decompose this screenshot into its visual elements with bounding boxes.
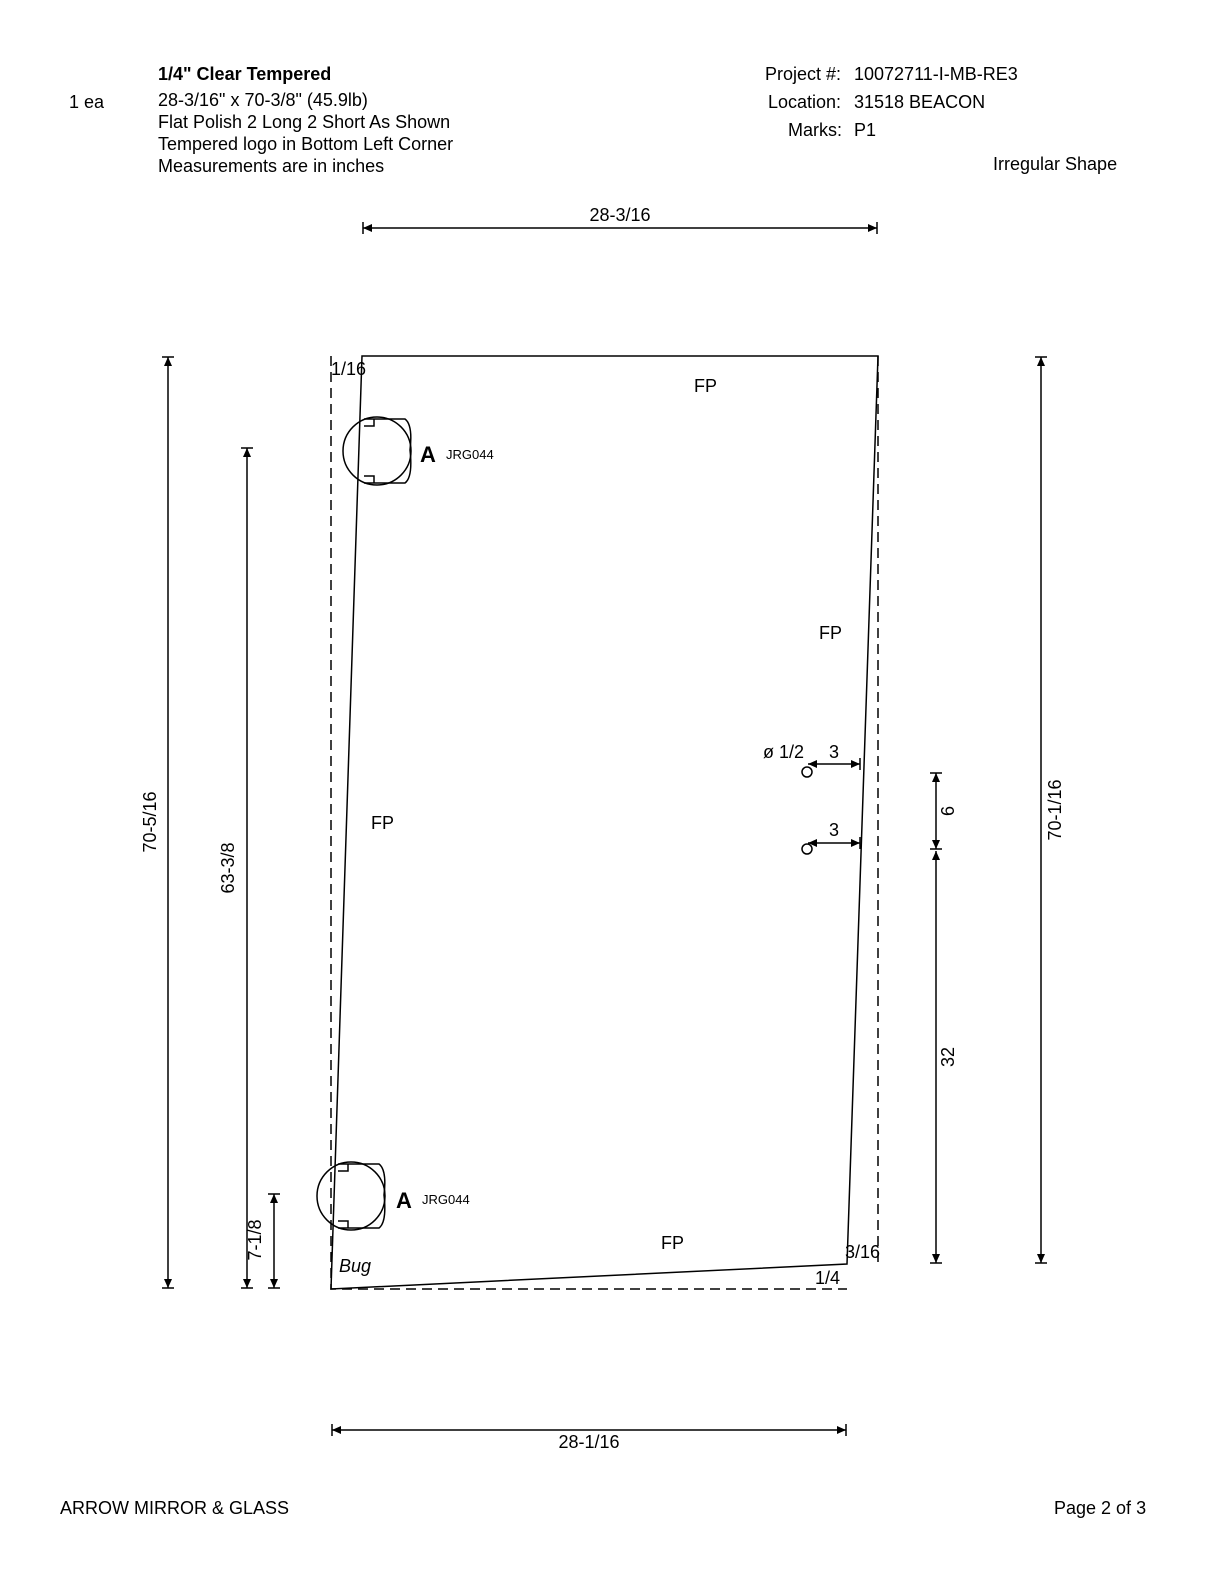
left-height-label: 70-5/16 [140,791,160,852]
hinge-bottom-circle [316,1161,386,1231]
top-left-offset-label: 1/16 [331,359,366,379]
hinge-top-cutout [364,418,412,484]
hole2-offset-label: 3 [829,820,839,840]
polish-line: Flat Polish 2 Long 2 Short As Shown [158,112,451,132]
glass-outline [330,355,879,1290]
hinge-top-circle [342,416,412,486]
hole1-offset-label: 3 [829,742,839,762]
hinge-bottom-code: JRG044 [422,1192,470,1207]
location-value: 31518 BEACON [854,92,986,112]
units-line: Measurements are in inches [158,156,385,176]
location-label: Location: [768,92,842,112]
project-label: Project #: [765,64,842,84]
edge-bottom-label: FP [661,1233,684,1253]
hole-diameter-label: ø 1/2 [763,742,804,762]
hinge-top-mark: A [420,442,436,467]
hinge-top-code: JRG044 [446,447,494,462]
hinge-span-label: 63-3/8 [218,842,238,893]
hinge-bottom-mark: A [396,1188,412,1213]
hole-spacing-label: 6 [938,806,958,816]
page-number: Page 2 of 3 [1054,1498,1147,1518]
logo-label: Bug [339,1256,371,1276]
marks-label: Marks: [788,120,842,140]
hinge-bottom-cutout [338,1163,386,1229]
quantity: 1 ea [69,92,105,112]
bottom-right-offset-v-label: 3/16 [845,1242,880,1262]
top-width-label: 28-3/16 [589,205,650,225]
bottom-hinge-label: 7-1/8 [245,1219,265,1260]
bounding-box [330,356,847,1290]
right-height-label: 70-1/16 [1045,779,1065,840]
logo-line: Tempered logo in Bottom Left Corner [158,134,454,154]
edge-top-label: FP [694,376,717,396]
marks-value: P1 [854,120,877,140]
company-name: ARROW MIRROR & GLASS [60,1498,290,1518]
hole-to-bottom-label: 32 [938,1047,958,1067]
edge-left-label: FP [371,813,394,833]
hole-1 [801,766,813,778]
size-line: 28-3/16" x 70-3/8" (45.9lb) [158,90,368,110]
hole-2 [801,843,813,855]
edge-right-label: FP [819,623,842,643]
shape-note: Irregular Shape [993,154,1118,174]
material-title: 1/4" Clear Tempered [158,64,332,84]
project-value: 10072711-I-MB-RE3 [854,64,1018,84]
bottom-width-label: 28-1/16 [558,1432,619,1452]
bottom-right-offset-h-label: 1/4 [815,1268,840,1288]
